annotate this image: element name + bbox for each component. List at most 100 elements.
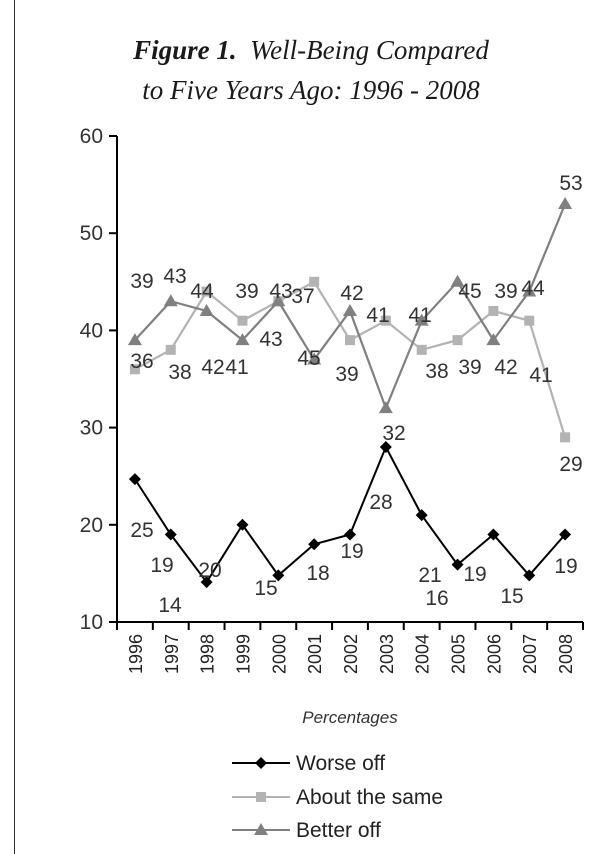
y-tick-label: 10 [80,611,103,634]
data-label: 37 [291,285,314,308]
data-point [558,197,573,210]
data-point [127,333,142,346]
data-point [272,569,285,582]
data-point [450,274,465,287]
data-label: 28 [369,491,392,514]
legend-marker [256,792,266,802]
data-point [165,344,176,355]
x-tick-label: 2002 [341,634,361,674]
data-label: 32 [382,422,405,445]
data-label: 15 [254,577,277,600]
legend-item: About the same [232,786,443,809]
x-tick-label: 2005 [449,634,469,674]
data-point [522,284,537,297]
data-point [343,303,357,316]
data-label: 43 [269,280,292,303]
x-tick-label: 1996 [126,634,146,674]
chart-title-line-1: Figure 1. Well-Being Compared [14,30,608,70]
data-label: 18 [306,562,329,585]
legend-marker [254,823,268,835]
data-label: 16 [425,587,448,610]
data-point [487,528,500,541]
chart-title-line-2: to Five Years Ago: 1996 - 2008 [142,75,480,105]
data-point [163,294,178,307]
data-label: 43 [163,265,186,288]
figure-frame [14,0,608,854]
data-point [199,303,214,316]
data-point [559,528,572,541]
data-point [524,315,535,326]
data-point [523,569,536,582]
legend-label: About the same [296,786,443,809]
x-tick-label: 1997 [162,634,182,674]
x-tick-label: 2007 [520,634,540,674]
legend-item: Worse off [232,752,385,775]
x-tick-label: 1998 [198,634,218,674]
y-tick-label: 20 [80,514,103,537]
data-point [344,528,356,541]
data-label: 42 [340,282,363,305]
data-label: 41 [225,356,248,379]
data-label: 19 [554,555,577,578]
y-tick-label: 40 [80,319,103,342]
data-label: 39 [235,280,258,303]
data-label: 29 [559,453,582,476]
data-label: 42 [494,356,517,379]
data-label: 53 [559,172,582,195]
data-point [379,441,392,454]
data-point [236,518,249,531]
legend-label: Better off [296,819,381,842]
y-tick-label: 60 [80,125,103,148]
data-label: 41 [408,304,431,327]
x-tick-label: 2004 [413,634,433,674]
data-label: 44 [521,277,545,300]
data-label: 45 [458,280,481,303]
data-point [271,294,286,307]
data-label: 41 [366,304,389,327]
data-label: 43 [259,328,282,351]
data-point [129,364,140,375]
data-label: 39 [335,363,358,386]
data-point [201,286,212,297]
x-tick-label: 2003 [377,634,397,674]
data-point [414,313,429,326]
data-point [309,276,320,287]
data-point [488,305,499,316]
data-label: 41 [529,364,552,387]
data-point [235,333,250,346]
x-tick-label: 2001 [305,634,325,674]
data-point [164,528,177,541]
data-label: 25 [130,519,153,542]
data-label: 39 [130,270,153,293]
data-point [380,315,391,326]
figure-label: Figure 1. [133,35,237,65]
data-label: 19 [340,540,363,563]
data-point [451,558,464,571]
x-tick-label: 1999 [233,634,253,674]
series-worse-off [128,441,572,589]
data-point [560,432,571,443]
data-label: 15 [500,585,523,608]
data-label: 39 [458,356,481,379]
data-point [128,473,141,486]
data-point [378,401,393,414]
data-label: 14 [158,594,182,617]
chart-title-main: Well-Being Compared [250,35,489,65]
data-point [307,352,322,365]
chart-series [127,197,573,589]
legend-marker [255,757,267,769]
data-point [200,576,213,589]
y-tick-label: 50 [80,222,103,245]
data-label: 45 [297,347,320,370]
chart-legend: Worse off About the same Better off [232,752,443,842]
data-point [237,315,248,326]
x-axis-label: Percentages [302,708,398,727]
chart-title: Figure 1. Well-Being Compared to Five Ye… [14,30,608,110]
chart-axes: 10 20 30 40 50 60 1996 1997 1998 1999 2000 2001 2002… [80,125,584,727]
x-tick-label: 2000 [269,634,289,674]
data-point [486,333,501,346]
data-label: 44 [190,280,214,303]
data-point [345,335,355,346]
